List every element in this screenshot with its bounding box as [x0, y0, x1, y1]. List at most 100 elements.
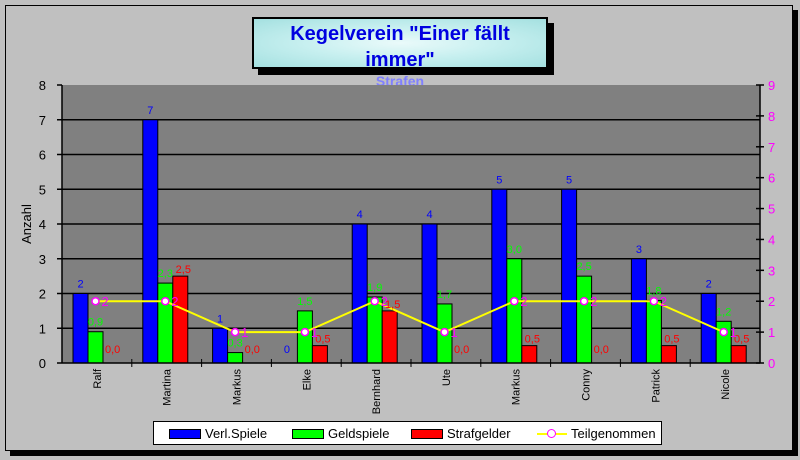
data-labels: 20,90,072,3 2,510,30,0 01,50,541,91,541,70…	[77, 105, 749, 356]
frame-shadow-bottom	[10, 451, 798, 456]
data-label: 0,9	[88, 317, 103, 329]
bar-strafgelder	[381, 310, 398, 364]
data-label: 1,8	[646, 285, 661, 297]
line-marker	[510, 296, 519, 306]
y-tick-label: 6	[39, 148, 46, 163]
chart-plot: 20,90,072,3 2,510,30,0 01,50,541,91,541,70…	[19, 78, 775, 414]
bar-verlspiele	[491, 188, 508, 364]
data-label: 5	[496, 174, 502, 186]
data-label: 3	[636, 244, 642, 256]
line-marker	[161, 296, 170, 306]
y2-tick-label: 7	[768, 140, 775, 155]
data-label: 0,0	[245, 344, 260, 356]
line-marker	[370, 296, 379, 306]
bar-verlspiele	[351, 223, 368, 364]
y-tick-label: 1	[39, 321, 46, 336]
title-box: Kegelverein "Einer fällt immer" Strafen	[252, 17, 548, 89]
data-label: 2	[706, 279, 712, 291]
data-label: 2	[102, 294, 109, 309]
x-tick-label: Markus	[232, 369, 244, 406]
legend-swatch-blue	[169, 428, 201, 439]
y-tick-label: 0	[39, 356, 46, 371]
data-label: 1,9	[367, 282, 382, 294]
line-marker	[440, 327, 449, 337]
y-tick-label: 2	[39, 287, 46, 302]
data-label: 0,0	[454, 344, 469, 356]
bar-series	[72, 119, 747, 364]
line-marker	[230, 327, 240, 337]
y2-tick-label: 6	[768, 171, 775, 186]
legend-label: Strafgelder	[447, 426, 511, 441]
data-label: 4	[357, 209, 363, 221]
y-tick-label: 8	[39, 78, 46, 93]
data-label: 1	[451, 325, 458, 340]
y2-tick-label: 5	[768, 202, 775, 217]
data-label: 2,3	[158, 268, 173, 280]
bar-verlspiele	[72, 293, 89, 364]
data-label: 1	[730, 325, 737, 340]
legend-swatch-green	[292, 428, 324, 439]
line-marker	[719, 327, 728, 337]
x-tick-label: Markus	[511, 369, 523, 406]
frame-shadow-right	[793, 10, 798, 456]
line-marker	[91, 296, 100, 306]
data-label: 3,0	[507, 244, 522, 256]
data-label: 2,5	[576, 261, 591, 273]
bar-verlspiele	[142, 119, 159, 364]
x-tick-label: Martina	[162, 368, 174, 406]
bar-strafgelder	[730, 345, 747, 364]
y-tick-label: 3	[39, 252, 46, 267]
bar-verlspiele	[630, 258, 647, 364]
data-label: 1,2	[716, 306, 731, 318]
data-label: 2	[171, 294, 178, 309]
y2-tick-label: 1	[768, 325, 775, 340]
bar-strafgelder	[521, 345, 538, 364]
x-tick-label: Bernhard	[371, 369, 383, 414]
legend-line-marker-icon	[537, 427, 567, 441]
y2-tick-label: 4	[768, 232, 775, 247]
y2-tick-label: 9	[768, 78, 775, 93]
bar-geldspiele	[87, 331, 104, 364]
data-label: 1,7	[437, 289, 452, 301]
axes: 0 1 2 3 4 5 6 7 8 0 1 2 3 4 5 6 7 8 9 Ralf Martina Markus Elke…	[39, 78, 775, 414]
line-marker	[300, 327, 310, 337]
line-marker	[579, 296, 589, 306]
x-tick-label: Ute	[441, 369, 453, 386]
y2-tick-label: 8	[768, 109, 775, 124]
y2-tick-label: 2	[768, 294, 775, 309]
data-label: 0,5	[734, 334, 749, 346]
legend: Verl.Spiele Geldspiele Strafgelder Teilg…	[153, 421, 662, 445]
data-label: 0,5	[664, 334, 679, 346]
data-label: 2	[660, 294, 667, 309]
data-label: 2	[77, 279, 83, 291]
data-label: 2	[590, 294, 597, 309]
x-tick-label: Nicole	[720, 369, 732, 400]
bar-geldspiele	[227, 352, 244, 364]
legend-label: Verl.Spiele	[205, 426, 268, 441]
bar-geldspiele	[506, 258, 523, 364]
chart-title: Kegelverein "Einer fällt immer"	[290, 23, 510, 71]
bar-strafgelder	[660, 345, 677, 364]
data-label: 0,3	[227, 338, 242, 350]
data-label: 2	[381, 294, 388, 309]
y2-tick-label: 0	[768, 356, 775, 371]
legend-item-strafgelder: Strafgelder	[411, 426, 511, 441]
data-label: 0	[284, 344, 290, 356]
line-series-teilgenommen	[91, 296, 728, 337]
y-tick-label: 4	[39, 217, 46, 232]
y-tick-label: 5	[39, 182, 46, 197]
legend-swatch-red	[411, 428, 443, 439]
y2-tick-label: 3	[768, 263, 775, 278]
legend-label: Geldspiele	[328, 426, 390, 441]
data-label: 4	[426, 209, 432, 221]
data-label: 0,0	[594, 344, 609, 356]
y-tick-label: 7	[39, 113, 46, 128]
data-label: 2,5	[176, 264, 191, 276]
bar-verlspiele	[561, 188, 578, 364]
data-label: 1	[241, 325, 248, 340]
data-label: 0,5	[315, 334, 330, 346]
data-label: 7	[147, 105, 153, 117]
legend-label: Teilgenommen	[571, 426, 656, 441]
data-label: 1	[311, 325, 318, 340]
data-label: 1,5	[385, 299, 400, 311]
